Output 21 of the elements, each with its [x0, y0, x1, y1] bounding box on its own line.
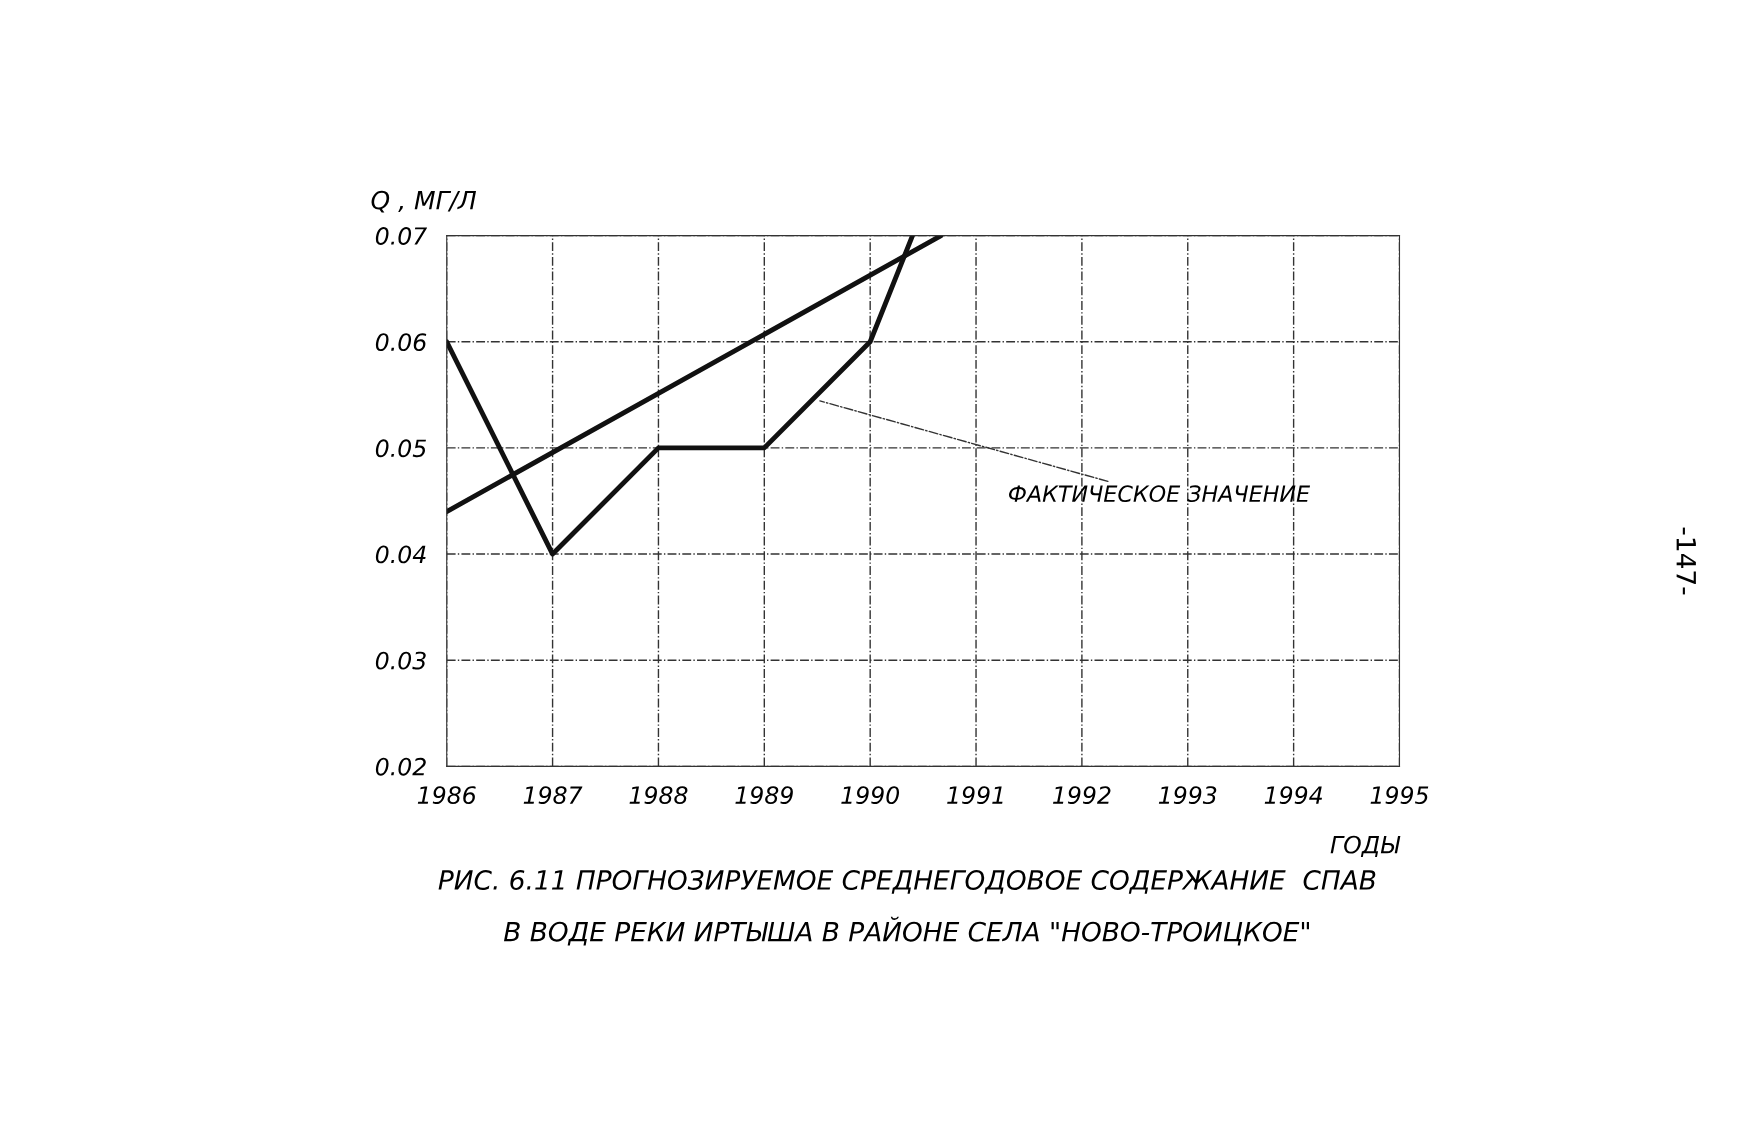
y-axis-title: Q , МГ/Л — [371, 190, 477, 213]
x-tick-label: 1990 — [841, 786, 900, 805]
x-tick-label: 1995 — [1370, 786, 1429, 805]
text: -147- — [1676, 527, 1696, 595]
y-tick-label: 0.02 — [375, 757, 426, 776]
x-tick-label: 1987 — [523, 786, 583, 805]
y-tick-label: 0.03 — [375, 651, 426, 670]
x-tick-label: 1991 — [947, 786, 1003, 805]
text: РИС. 6.11 ПРОГНОЗИРУЕМОЕ СРЕДНЕГОДОВОЕ СОДЕРЖАНИЕ СПАВ В ВОДЕ РЕКИ ИРТЫША В РАЙОНЕ СЕЛА "НОВО-ТРОИЦКОЕ" — [438, 870, 1376, 946]
annotation: ФАКТИЧЕСКОЕ ЗНАЧЕНИЕ — [1009, 485, 1311, 503]
y-tick-label: 0.06 — [375, 333, 427, 352]
x-tick-label: 1989 — [735, 786, 793, 805]
y-tick-label: 0.05 — [375, 439, 426, 458]
x-tick-label: 1988 — [629, 786, 688, 805]
x-tick-label: 1992 — [1053, 786, 1111, 805]
x-tick-label: 1986 — [417, 786, 476, 805]
y-tick-label: 0.07 — [375, 227, 428, 245]
x-tick-label: 1994 — [1264, 786, 1322, 805]
x-tick-label: 1993 — [1158, 786, 1217, 805]
y-tick-label: 0.04 — [375, 545, 426, 564]
x-axis-title: ГОДЫ — [1330, 835, 1401, 857]
